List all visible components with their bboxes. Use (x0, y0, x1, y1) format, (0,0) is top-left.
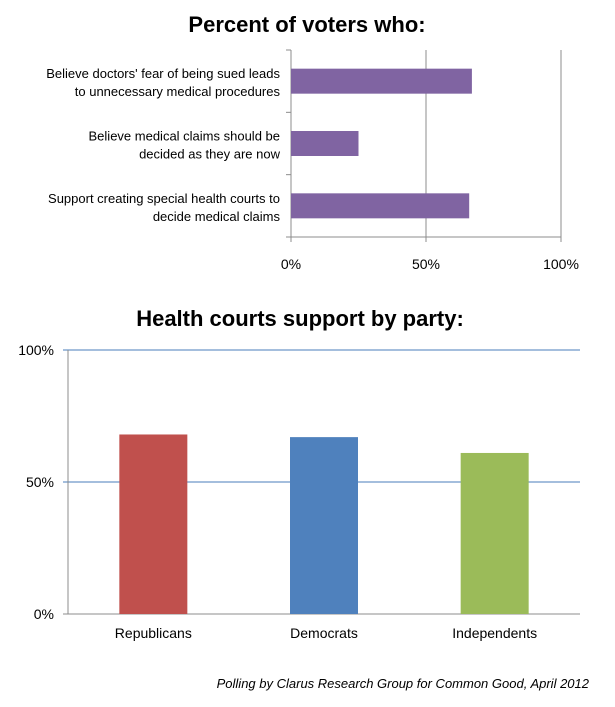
chart1-bar (291, 193, 470, 219)
chart1-category-label: Believe medical claims should be decided … (89, 129, 281, 162)
chart2-title: Health courts support by party: (136, 306, 464, 331)
chart1-bar (291, 131, 359, 156)
chart1-xtick-label: 50% (412, 256, 440, 272)
chart1-bar (291, 68, 472, 94)
chart2-category-label: Republicans (115, 625, 192, 641)
voters-bar-chart: Percent of voters who: 0% 50% 100% Believe d… (46, 12, 579, 272)
party-bar-chart: Health courts support by party: 0% 50% 100%… (18, 306, 580, 641)
chart2-category-label: Democrats (290, 625, 358, 641)
chart1-title: Percent of voters who: (188, 12, 425, 37)
chart2-bar (460, 452, 529, 614)
chart2-bar (119, 434, 188, 614)
chart2-ytick-label: 50% (26, 474, 54, 490)
chart2-category-label: Independents (452, 625, 537, 641)
chart2-bar (290, 437, 358, 614)
chart1-xtick-label: 100% (543, 256, 579, 272)
chart2-ytick-label: 100% (18, 342, 54, 358)
chart1-xtick-label: 0% (281, 256, 301, 272)
chart1-category-label: Believe doctors' fear of being sued lead… (46, 66, 280, 99)
source-note: Polling by Clarus Research Group for Com… (216, 676, 589, 691)
chart1-category-label: Support creating special health courts t… (48, 191, 280, 224)
chart2-ytick-label: 0% (34, 606, 54, 622)
